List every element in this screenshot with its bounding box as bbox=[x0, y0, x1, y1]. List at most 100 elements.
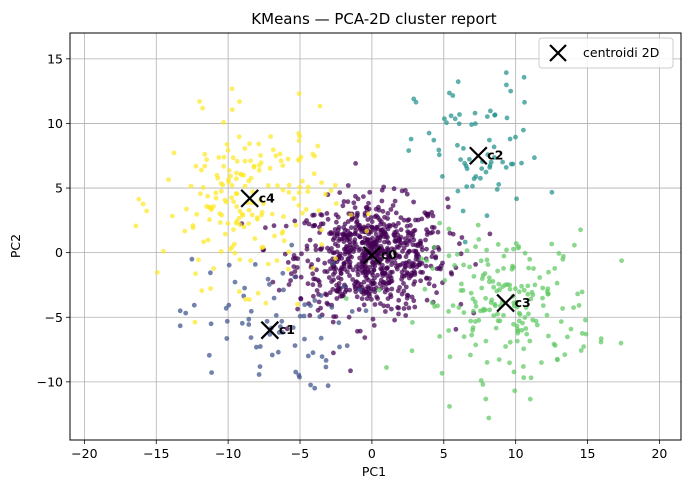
cluster-4-point bbox=[265, 261, 271, 267]
cluster-0-point bbox=[307, 313, 313, 318]
cluster-0-point bbox=[323, 291, 328, 297]
cluster-4-point bbox=[234, 170, 239, 176]
cluster-4-point bbox=[305, 189, 311, 195]
cluster-0-point bbox=[327, 248, 332, 254]
cluster-2-point bbox=[452, 116, 458, 122]
x-tick-label: 0 bbox=[368, 446, 376, 461]
cluster-3-point bbox=[409, 348, 415, 354]
cluster-3-point bbox=[478, 258, 484, 264]
cluster-0-point bbox=[380, 266, 386, 272]
cluster-0-point bbox=[291, 253, 297, 258]
cluster-3-point bbox=[528, 375, 534, 381]
cluster-4-point bbox=[296, 91, 302, 96]
cluster-0-point bbox=[347, 239, 353, 245]
cluster-4-point bbox=[311, 171, 317, 177]
cluster-4-point bbox=[364, 228, 370, 234]
cluster-1-point bbox=[302, 302, 308, 308]
cluster-0-point bbox=[411, 199, 416, 205]
cluster-0-point bbox=[315, 257, 321, 263]
cluster-3-point bbox=[424, 258, 430, 263]
cluster-0-point bbox=[345, 183, 351, 188]
cluster-2-point bbox=[472, 110, 478, 116]
cluster-0-point bbox=[406, 305, 412, 311]
cluster-4-point bbox=[196, 257, 201, 263]
cluster-1-point bbox=[323, 358, 329, 363]
cluster-4-point bbox=[270, 147, 276, 153]
cluster-0-point bbox=[333, 314, 339, 319]
cluster-2-point bbox=[436, 147, 442, 153]
cluster-0-point bbox=[393, 223, 398, 229]
cluster-0-point bbox=[342, 251, 348, 257]
cluster-0-point bbox=[337, 236, 343, 242]
cluster-0-point bbox=[403, 264, 409, 269]
cluster-0-point bbox=[329, 279, 334, 284]
cluster-3-point bbox=[483, 295, 488, 301]
cluster-3-point bbox=[515, 330, 521, 336]
cluster-0-point bbox=[445, 204, 451, 210]
cluster-4-point bbox=[291, 196, 297, 201]
cluster-0-point bbox=[327, 231, 332, 237]
cluster-2-point bbox=[492, 155, 497, 160]
cluster-0-point bbox=[401, 245, 407, 251]
cluster-4-point bbox=[193, 163, 199, 169]
y-tick-label: 10 bbox=[47, 116, 63, 131]
cluster-3-point bbox=[501, 253, 507, 259]
cluster-1-point bbox=[280, 270, 286, 276]
cluster-0-point bbox=[304, 246, 310, 252]
cluster-4-point bbox=[295, 301, 300, 307]
centroid-label: c3 bbox=[515, 295, 531, 310]
cluster-0-point bbox=[430, 229, 435, 235]
cluster-0-point bbox=[354, 220, 359, 225]
cluster-3-point bbox=[534, 322, 540, 328]
cluster-3-point bbox=[343, 296, 349, 301]
cluster-1-point bbox=[312, 298, 318, 303]
cluster-4-point bbox=[297, 184, 303, 190]
cluster-0-point bbox=[361, 194, 366, 200]
cluster-4-point bbox=[305, 184, 311, 190]
cluster-0-point bbox=[431, 283, 437, 289]
cluster-0-point bbox=[350, 267, 356, 273]
cluster-0-point bbox=[385, 226, 391, 232]
cluster-0-point bbox=[367, 264, 372, 270]
centroid-c2: c2 bbox=[469, 146, 503, 166]
centroid-x-mark bbox=[496, 293, 515, 313]
cluster-4-point bbox=[205, 193, 211, 199]
cluster-4-point bbox=[296, 158, 302, 163]
cluster-0-point bbox=[377, 235, 383, 241]
cluster-3-point bbox=[487, 307, 493, 313]
cluster-4-point bbox=[251, 163, 257, 169]
cluster-4-point bbox=[265, 183, 271, 188]
cluster-0-point bbox=[445, 196, 450, 202]
cluster-3-point bbox=[523, 326, 529, 331]
cluster-3-point bbox=[495, 311, 500, 317]
cluster-3-point bbox=[460, 288, 466, 293]
cluster-3-point bbox=[471, 308, 476, 314]
cluster-0-point bbox=[425, 213, 431, 219]
cluster-0-point bbox=[348, 225, 354, 231]
cluster-1-point bbox=[239, 320, 245, 326]
cluster-0-point bbox=[331, 272, 336, 277]
cluster-0-point bbox=[295, 306, 300, 312]
cluster-3-point bbox=[528, 296, 534, 302]
centroid-markers: c0 c1 c2 c3 c4 bbox=[240, 146, 531, 340]
cluster-1-point bbox=[257, 344, 263, 349]
cluster-4-point bbox=[260, 244, 266, 250]
cluster-0-point bbox=[346, 314, 352, 320]
cluster-3-point bbox=[476, 317, 482, 323]
cluster-4-point bbox=[248, 158, 254, 164]
centroid-x-mark bbox=[362, 245, 382, 265]
cluster-3-point bbox=[515, 327, 520, 332]
cluster-0-point bbox=[314, 288, 320, 293]
cluster-4-point bbox=[237, 99, 242, 104]
cluster-2-point bbox=[455, 142, 460, 148]
cluster-2-point bbox=[461, 146, 466, 151]
cluster-0-point bbox=[316, 299, 322, 305]
cluster-0-point bbox=[334, 282, 339, 288]
cluster-0-point bbox=[389, 258, 394, 264]
x-tick-label: −20 bbox=[71, 446, 97, 461]
cluster-0-point bbox=[351, 200, 357, 206]
cluster-4-point bbox=[280, 187, 286, 193]
cluster-3-point bbox=[507, 339, 513, 345]
cluster-0-point bbox=[373, 239, 378, 245]
cluster-0-point bbox=[334, 296, 340, 301]
